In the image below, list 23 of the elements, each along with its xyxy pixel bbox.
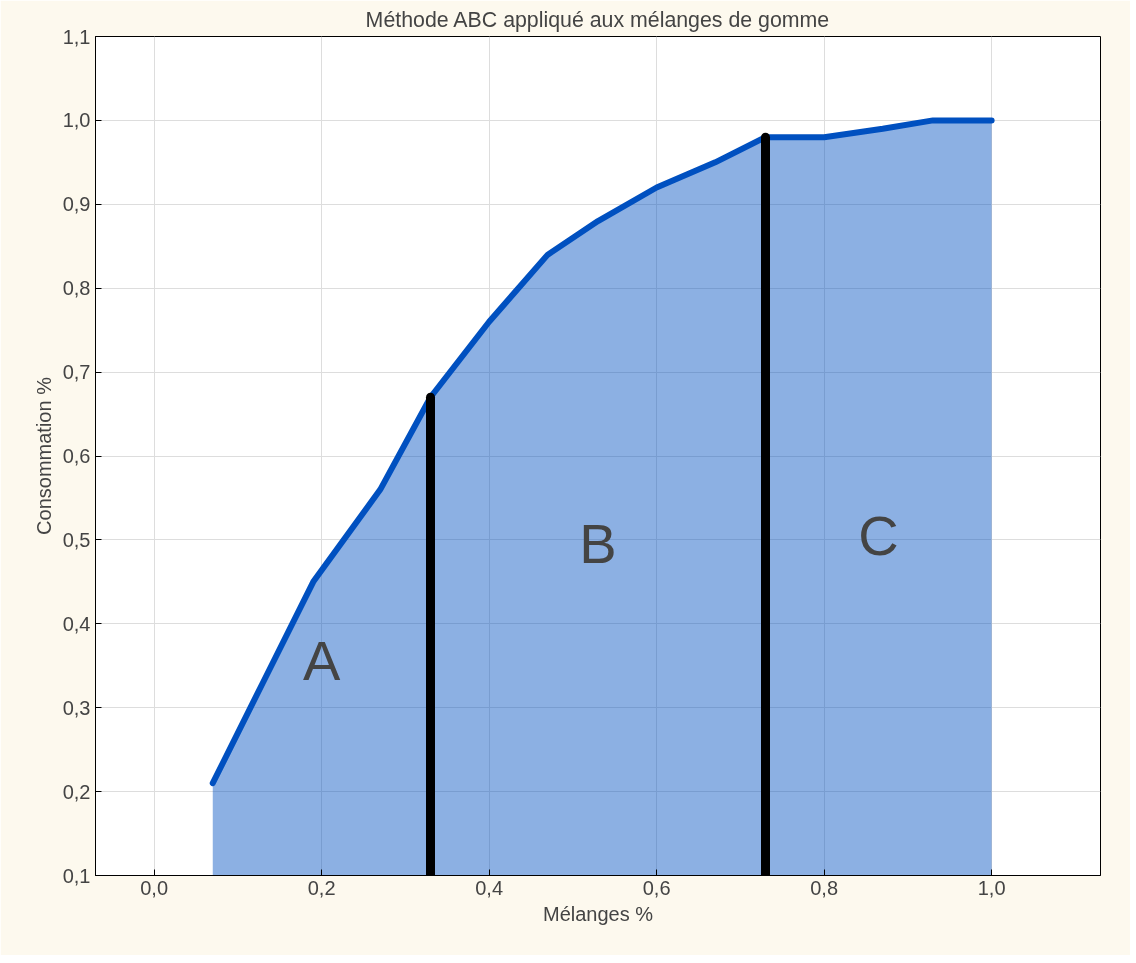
y-tick-label: 0,4 [62,612,91,635]
annotation: C [858,504,899,568]
x-axis-title: Mélanges % [542,902,654,925]
y-tick-label: 0,3 [62,696,91,719]
y-tick-label: 0,2 [62,780,91,803]
x-tick-label: 0,0 [140,876,169,899]
x-tick-label: 1,0 [977,876,1006,899]
chart-title: Méthode ABC appliqué aux mélanges de gomme [365,7,830,32]
annotation: A [302,628,341,692]
y-tick-label: 0,6 [62,445,91,467]
x-tick-label: 0,8 [810,876,839,899]
y-tick-label: 1,0 [62,109,91,132]
x-tick-label: 0,6 [642,876,671,899]
y-axis-title: Consommation % [32,376,55,535]
y-tick-label: 0,9 [62,193,91,216]
y-tick-label: 0,1 [62,864,91,887]
y-tick-label: 0,7 [62,361,91,384]
y-tick-label: 0,8 [62,277,91,300]
x-tick-label: 0,2 [307,876,336,899]
x-tick-label: 0,4 [475,876,504,899]
y-tick-label: 0,5 [62,528,91,551]
y-tick-label: 1,1 [62,25,91,48]
annotation: B [579,511,617,575]
